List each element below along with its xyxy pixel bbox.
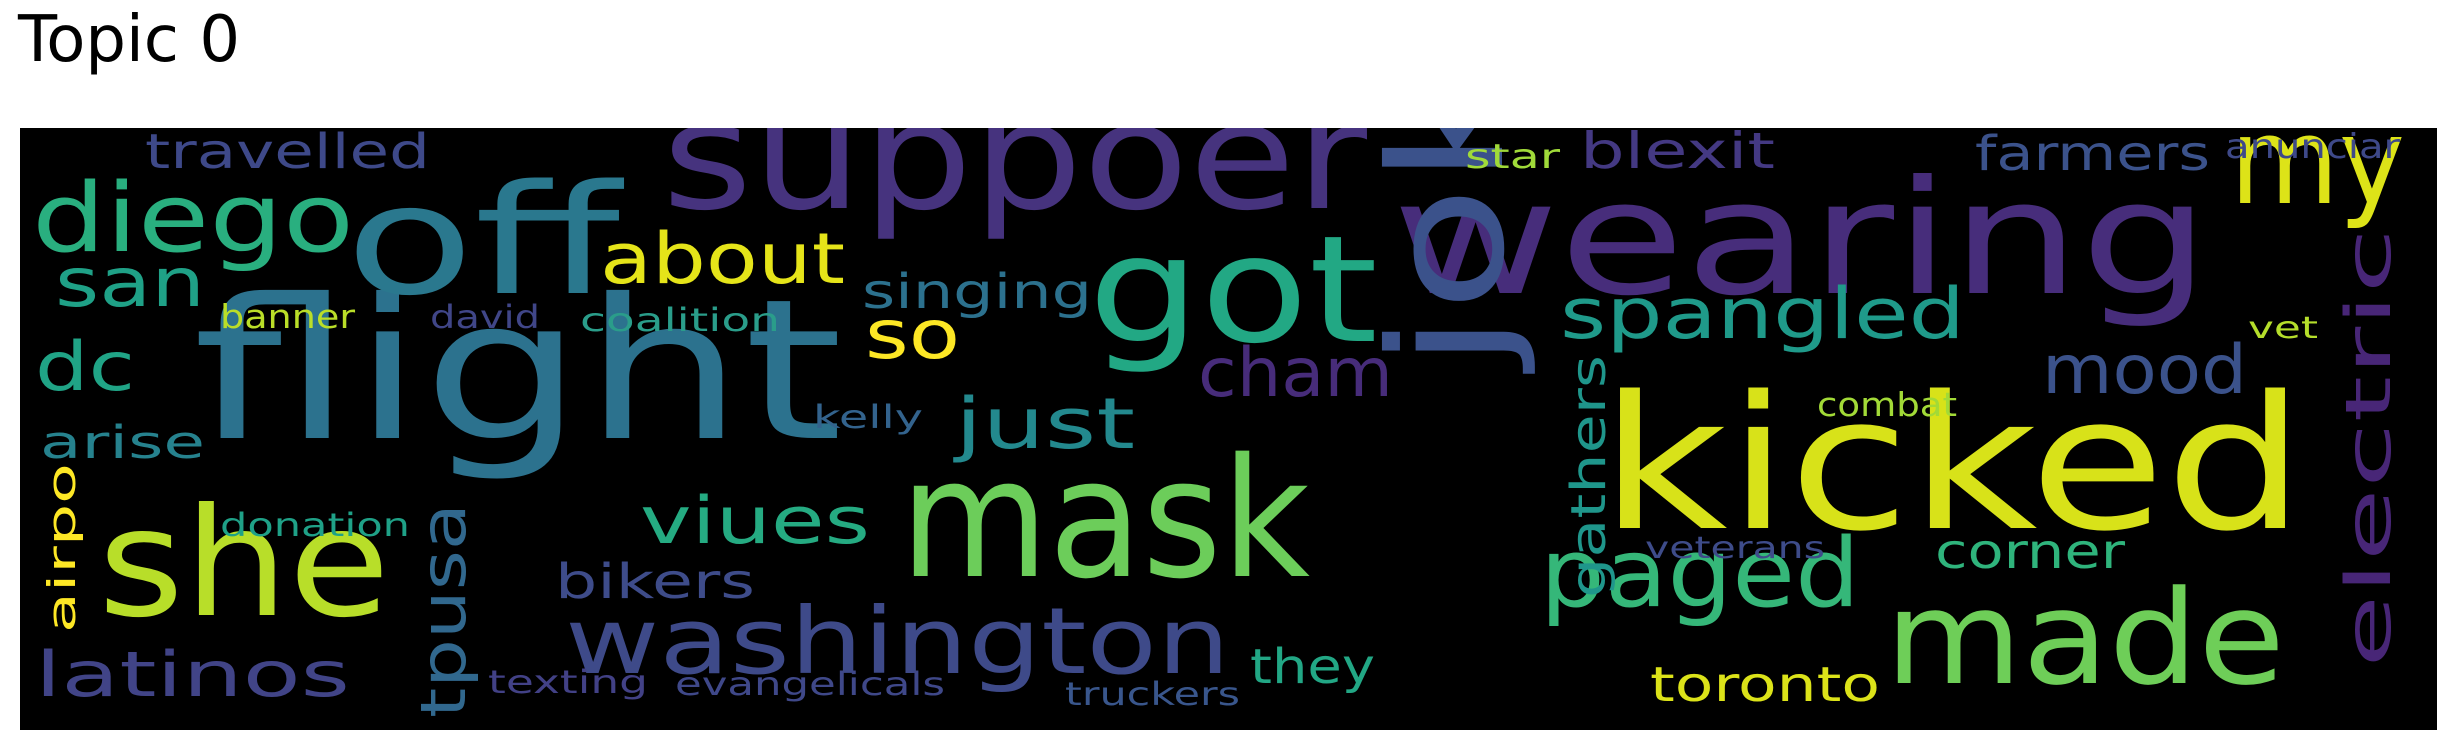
word-combat: combat [1817,385,1957,424]
word-wearing: wearing [1392,147,2210,331]
word-electric: electric [2332,228,2405,668]
word-toronto: toronto [1650,657,1880,713]
word-banner: banner [220,297,355,336]
word-donation: donation [220,506,410,544]
word-cham: cham [1198,334,1393,413]
word-truckers: truckers [1065,675,1240,713]
word-just: just [952,383,1135,465]
word-coalition: coalition [580,301,780,339]
word-dc: dc [35,328,135,407]
word-joke: joke [1356,128,1540,374]
word-made: made [1885,562,2285,714]
word-paged: paged [1540,519,1860,629]
word-veterans: veterans [1645,531,1825,566]
word-blexit: blexit [1580,128,1775,180]
word-evangelicals: evangelicals [675,665,945,703]
word-anunciar: anunciar [2225,128,2400,167]
word-gathers: gathers [1561,355,1617,598]
word-vet: vet [2248,311,2318,346]
word-got: got [1088,204,1378,376]
word-they: they [1250,639,1375,695]
word-arise: arise [40,416,205,469]
word-viues: viues [640,484,870,559]
word-mask: mask [900,423,1310,615]
page-title: Topic 0 [18,3,241,77]
word-washington: washington [565,588,1230,695]
word-tpusa: tpusa [407,503,480,718]
word-so: so [865,296,960,375]
word-bikers: bikers [555,554,755,610]
word-latinos: latinos [35,638,350,711]
word-off: off [345,152,625,329]
word-san: san [55,244,205,323]
word-flight: flight [193,257,843,484]
word-diego: diego [32,164,354,274]
word-singing: singing [862,264,1092,320]
word-mood: mood [2042,331,2247,410]
word-star: star [1465,137,1560,177]
word-suppoer: suppoer [662,128,1367,243]
word-texting: texting [488,663,648,701]
word-my: my [2230,128,2405,232]
word-farmers: farmers [1975,128,2210,182]
word-spangled: spangled [1560,273,1965,355]
word-cloud: suppoer wearing flight kicked mask she joke off… [20,128,2437,730]
word-david: david [430,298,540,336]
word-cloud-canvas: suppoer wearing flight kicked mask she joke off… [32,128,2405,718]
word-corner: corner [1935,524,2125,580]
word-airpo: airpo [40,463,84,633]
word-she: she [98,477,390,651]
word-about: about [600,218,845,300]
word-travelled: travelled [145,128,430,180]
word-kicked: kicked [1600,356,2305,572]
word-kelly: kelly [813,398,923,436]
